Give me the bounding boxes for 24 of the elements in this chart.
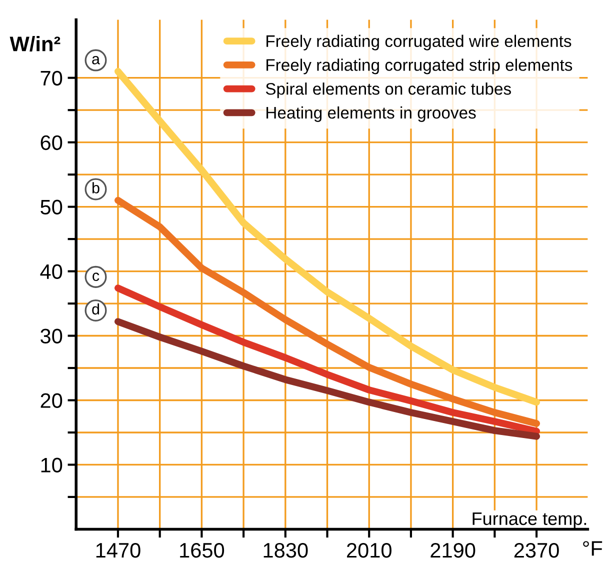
x-tick-label: 2010 [346,542,392,558]
legend-label: Freely radiating corrugated wire elements [266,34,572,50]
x-tick-label: 1470 [96,542,140,558]
annotation: b [92,182,100,194]
y-tick-label: 50 [40,200,62,215]
legend-label: Freely radiating corrugated strip elements [266,58,572,74]
y-tick-label: 20 [40,393,62,408]
y-tick-label: 60 [40,135,62,150]
y-tick-label: 10 [41,458,62,472]
x-axis-title: Furnace temp. [472,512,586,529]
legend-label: Spiral elements on ceramic tubes [266,82,511,98]
y-tick-label: 70 [40,70,62,86]
y-tick-label: 30 [40,328,62,344]
x-tick-label: 1830 [264,542,308,558]
annotation: c [92,272,100,282]
y-tick-label: 40 [40,264,62,280]
annotation: a [92,56,100,64]
y-axis-title: W/in² [10,36,60,52]
annotation: d [92,303,100,315]
legend-label: Heating elements in grooves [266,106,476,122]
x-tick-label: 2370 [514,542,559,558]
x-tick-label: 1650 [180,542,224,558]
x-tick-label: 2190 [430,542,476,558]
text: °F [583,541,602,556]
